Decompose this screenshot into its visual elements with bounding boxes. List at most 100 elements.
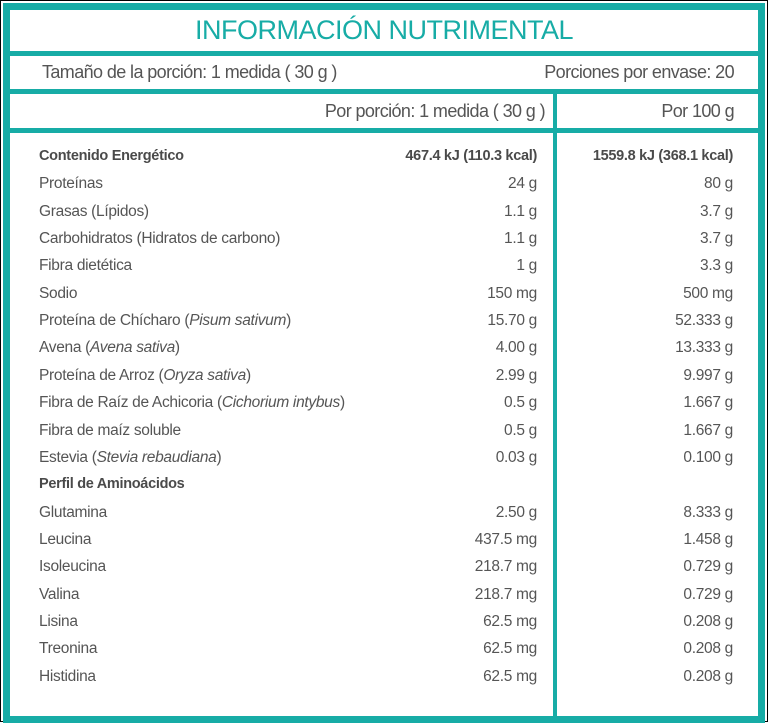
table-row: Estevia (Stevia rebaudiana) 0.03 g 0.100 g — [10, 444, 758, 471]
value-per-100g: 3.7 g — [700, 202, 733, 220]
table-row: Contenido Energético 467.4 kJ (110.3 kcal… — [10, 143, 758, 170]
value-per-serving: 24 g — [508, 175, 537, 193]
nutrient-label: Isoleucina — [39, 553, 106, 580]
table-row: Proteína de Chícharo (Pisum sativum) 15.7… — [10, 307, 758, 334]
value-per-serving: 62.5 mg — [483, 640, 537, 658]
value-per-serving: 218.7 mg — [474, 558, 538, 576]
nutrient-label: Proteína de Chícharo (Pisum sativum) — [39, 307, 291, 334]
column-header-per-serving: Por porción: 1 medida ( 30 g ) — [324, 101, 546, 121]
label-text: Contenido Energético — [39, 148, 184, 164]
value-per-100g: 0.208 g — [683, 640, 733, 658]
label-text: Treonina — [39, 640, 98, 658]
nutrient-label: Sodio — [39, 280, 77, 307]
label-text: Proteína de Arroz ( — [39, 366, 164, 384]
column-header-per-100g: Por 100 g — [661, 101, 734, 121]
nutrient-label: Fibra dietética — [39, 252, 132, 279]
column-divider — [553, 94, 557, 716]
value-per-serving: 2.50 g — [495, 503, 538, 521]
divider — [10, 51, 758, 56]
label-text: Fibra de maíz soluble — [39, 421, 181, 439]
nutrient-label: Proteínas — [39, 170, 103, 197]
label-text: Avena ( — [39, 339, 91, 357]
label-text: Proteínas — [39, 175, 103, 193]
value-per-100g: 1559.8 kJ (368.1 kcal) — [592, 148, 733, 164]
nutrient-label: Contenido Energético — [39, 143, 184, 170]
table-row: Fibra de maíz soluble 0.5 g 1.667 g — [10, 417, 758, 444]
value-per-100g: 3.7 g — [700, 230, 733, 248]
table-row: Carbohidratos (Hidratos de carbono) 1.1 g… — [10, 225, 758, 252]
value-per-100g: 8.333 g — [683, 503, 733, 521]
label-text: Fibra de Raíz de Achicoria ( — [39, 394, 222, 412]
label-text: Fibra dietética — [39, 257, 132, 275]
nutrient-label: Glutamina — [39, 499, 107, 526]
label-text: Perfil de Aminoácidos — [39, 476, 185, 493]
value-per-100g: 1.667 g — [683, 394, 733, 412]
label-text: Sodio — [39, 284, 78, 302]
scientific-name: Pisum sativum — [189, 312, 287, 330]
label-suffix: ) — [286, 312, 291, 330]
nutrient-label: Valina — [39, 581, 79, 608]
table-row: Avena (Avena sativa) 4.00 g 13.333 g — [10, 334, 758, 361]
value-per-serving: 1.1 g — [504, 202, 537, 220]
value-per-serving: 62.5 mg — [483, 612, 537, 630]
label-suffix: ) — [174, 339, 180, 357]
nutrient-label: Leucina — [39, 526, 92, 553]
table-row: Sodio 150 mg 500 mg — [10, 280, 758, 307]
nutrient-label: Lisina — [39, 608, 78, 635]
scientific-name: Avena sativa — [90, 339, 175, 357]
table-row: Grasas (Lípidos) 1.1 g 3.7 g — [10, 198, 758, 225]
table-row: Leucina 437.5 mg 1.458 g — [10, 526, 758, 553]
nutrient-label: Perfil de Aminoácidos — [39, 471, 185, 498]
value-per-serving: 0.5 g — [504, 421, 537, 439]
nutrient-label: Fibra de Raíz de Achicoria (Cichorium in… — [39, 389, 345, 416]
nutrition-table: INFORMACIÓN NUTRIMENTAL Tamaño de la por… — [3, 3, 765, 723]
value-per-100g: 52.333 g — [675, 312, 733, 330]
table-row: Histidina 62.5 mg 0.208 g — [10, 663, 758, 690]
nutrient-label: Carbohidratos (Hidratos de carbono) — [39, 225, 280, 252]
divider — [10, 89, 758, 94]
table-row: Proteína de Arroz (Oryza sativa) 2.99 g 9.… — [10, 362, 758, 389]
label-text: Proteína de Chícharo ( — [39, 312, 190, 330]
value-per-100g: 0.208 g — [683, 667, 733, 685]
table-row: Perfil de Aminoácidos — [10, 471, 758, 498]
value-per-serving: 467.4 kJ (110.3 kcal) — [405, 148, 537, 164]
label-suffix: ) — [216, 448, 222, 466]
value-per-serving: 437.5 mg — [474, 530, 538, 548]
value-per-serving: 0.5 g — [504, 394, 537, 412]
label-text: Carbohidratos (Hidratos de carbono) — [39, 230, 281, 248]
value-per-100g: 9.997 g — [683, 366, 733, 384]
value-per-100g: 500 mg — [683, 284, 733, 302]
value-per-100g: 1.667 g — [683, 421, 733, 439]
value-per-100g: 80 g — [704, 175, 733, 193]
serving-size: Tamaño de la porción: 1 medida ( 30 g ) — [42, 62, 337, 82]
value-per-serving: 218.7 mg — [474, 585, 538, 603]
table-row: Proteínas 24 g 80 g — [10, 170, 758, 197]
label-text: Estevia ( — [39, 448, 97, 466]
label-text: Leucina — [39, 530, 92, 548]
value-per-serving: 2.99 g — [495, 366, 538, 384]
table-row: Isoleucina 218.7 mg 0.729 g — [10, 553, 758, 580]
value-per-serving: 150 mg — [487, 284, 537, 302]
value-per-100g: 13.333 g — [675, 339, 733, 357]
label-text: Histidina — [39, 667, 96, 685]
table-row: Fibra de Raíz de Achicoria (Cichorium in… — [10, 389, 758, 416]
table-row: Valina 218.7 mg 0.729 g — [10, 581, 758, 608]
nutrient-label: Histidina — [39, 663, 96, 690]
value-per-100g: 3.3 g — [700, 257, 733, 275]
nutrient-label: Treonina — [39, 635, 98, 662]
nutrient-label: Proteína de Arroz (Oryza sativa) — [39, 362, 251, 389]
nutrient-label: Grasas (Lípidos) — [39, 198, 149, 225]
nutrient-label: Estevia (Stevia rebaudiana) — [39, 444, 222, 471]
value-per-serving: 0.03 g — [495, 448, 538, 466]
label-text: Isoleucina — [39, 558, 106, 576]
label-text: Valina — [39, 585, 80, 603]
value-per-serving: 4.00 g — [495, 339, 538, 357]
label-text: Glutamina — [39, 503, 107, 521]
table-row: Lisina 62.5 mg 0.208 g — [10, 608, 758, 635]
value-per-100g: 0.208 g — [683, 612, 733, 630]
table-row: Fibra dietética 1 g 3.3 g — [10, 252, 758, 279]
value-per-100g: 1.458 g — [683, 530, 733, 548]
value-per-serving: 62.5 mg — [483, 667, 537, 685]
value-per-100g: 0.729 g — [683, 585, 733, 603]
value-per-serving: 1 g — [516, 257, 537, 275]
